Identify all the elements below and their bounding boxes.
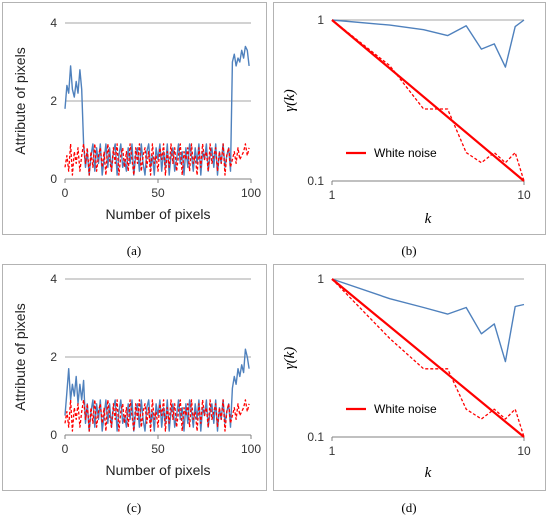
- panel-d: 0.1 1 1 10 k γ(k) White noise: [273, 264, 546, 491]
- series-blue-solid-line: [331, 278, 525, 363]
- series-red-dashed-line: [331, 278, 525, 438]
- y-tick-label: 0: [50, 428, 57, 442]
- x-axis-label: k: [425, 465, 432, 481]
- x-tick-label: 100: [241, 186, 261, 200]
- series-blue-solid-line: [64, 45, 250, 176]
- panel-c: 0 2 4 0 50 100 Number of pixels Attribute of pi…: [2, 264, 267, 491]
- y-tick-label: 2: [50, 350, 57, 364]
- series-red-dashed-line: [64, 143, 250, 176]
- x-tick-label: 0: [62, 442, 69, 456]
- series-red-dashed-line: [331, 19, 525, 182]
- x-tick-label: 10: [517, 444, 531, 458]
- x-tick-label: 1: [329, 444, 336, 458]
- x-axis-label: Number of pixels: [105, 206, 210, 222]
- y-axis-label: γ(k): [282, 89, 298, 112]
- x-tick-label: 1: [329, 188, 336, 202]
- chart-c: 0 2 4 0 50 100 Number of pixels Attribute of pi…: [12, 272, 261, 478]
- caption-b: (b): [401, 243, 417, 258]
- chart-d: 0.1 1 1 10 k γ(k) White noise: [282, 272, 531, 481]
- x-axis-label: Number of pixels: [105, 462, 210, 478]
- x-axis-label: k: [425, 211, 432, 227]
- series-blue-solid-line: [331, 19, 525, 68]
- x-tick-label: 10: [517, 188, 531, 202]
- y-axis-label: Attribute of pixels: [12, 47, 28, 154]
- x-tick-label: 50: [151, 442, 165, 456]
- caption-c: (c): [126, 500, 142, 515]
- y-tick-label: 0.1: [307, 174, 324, 188]
- legend-label: White noise: [374, 146, 437, 160]
- x-tick-label: 100: [241, 442, 261, 456]
- y-axis-label: γ(k): [282, 347, 298, 370]
- y-tick-label: 0: [50, 172, 57, 186]
- y-tick-label: 1: [317, 13, 324, 27]
- y-tick-label: 4: [50, 16, 57, 30]
- chart-a: 0 2 4 0 50 100 Number of pixels Attribute of pi…: [12, 16, 261, 222]
- panel-b: 0.1 1 1 10 k γ(k) White noise: [273, 2, 546, 235]
- y-tick-label: 0.1: [307, 430, 324, 444]
- x-tick-label: 50: [151, 186, 165, 200]
- caption-a: (a): [126, 243, 142, 258]
- panel-a: 0 2 4 0 50 100 Number of pixels Attribute of pi…: [2, 2, 267, 235]
- y-tick-label: 2: [50, 94, 57, 108]
- y-axis-label: Attribute of pixels: [12, 303, 28, 410]
- x-tick-label: 0: [62, 186, 69, 200]
- legend-label: White noise: [374, 402, 437, 416]
- y-tick-label: 1: [317, 272, 324, 286]
- series-white-noise-line: [331, 19, 525, 182]
- caption-d: (d): [401, 500, 417, 515]
- y-tick-label: 4: [50, 272, 57, 286]
- series-red-dashed-line: [64, 399, 250, 432]
- chart-b: 0.1 1 1 10 k γ(k) White noise: [282, 13, 531, 227]
- series-white-noise-line: [331, 278, 525, 438]
